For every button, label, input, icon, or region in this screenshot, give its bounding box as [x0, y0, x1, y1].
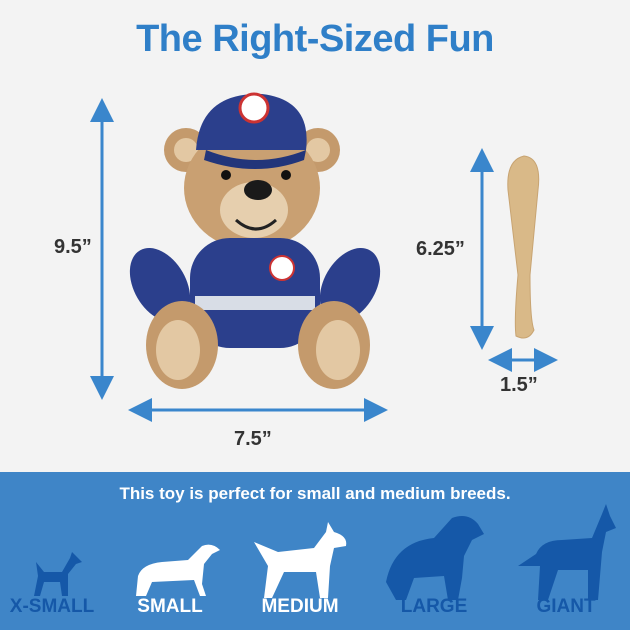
large-dog-icon: [386, 516, 484, 600]
bear-width-label: 7.5”: [234, 428, 272, 450]
size-label-small: SMALL: [137, 596, 203, 617]
bear-height-label: 9.5”: [54, 236, 92, 258]
bat-width-label: 1.5”: [500, 374, 538, 396]
x-small-dog-icon: [34, 552, 82, 596]
product-illustration: [90, 92, 558, 422]
size-label-giant: GIANT: [536, 596, 596, 617]
giant-dog-icon: [518, 504, 616, 600]
bear-toy-image: [129, 92, 381, 389]
small-dog-icon: [136, 544, 220, 596]
page-title: The Right-Sized Fun: [136, 18, 494, 60]
tagline: This toy is perfect for small and medium…: [119, 484, 511, 503]
medium-dog-icon: [254, 522, 347, 598]
bat-toy-image: [507, 155, 540, 339]
bat-length-label: 6.25”: [416, 238, 465, 260]
breed-size-banner: This toy is perfect for small and medium…: [0, 472, 630, 630]
size-label-medium: MEDIUM: [261, 596, 339, 617]
size-label-x-small: X-SMALL: [9, 596, 95, 617]
size-label-large: LARGE: [400, 596, 468, 617]
